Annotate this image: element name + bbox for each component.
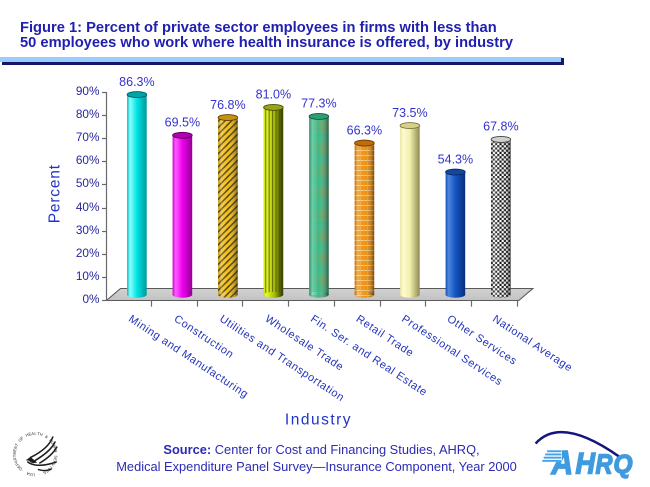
svg-text:P: P bbox=[14, 462, 20, 467]
svg-text:L: L bbox=[34, 431, 37, 436]
svg-text:80%: 80% bbox=[76, 107, 100, 121]
svg-text:E: E bbox=[16, 464, 22, 469]
svg-text:R: R bbox=[12, 457, 18, 461]
svg-text:E: E bbox=[44, 469, 49, 475]
svg-text:0%: 0% bbox=[82, 292, 100, 306]
svg-text:D: D bbox=[18, 466, 24, 472]
svg-text:66.3%: 66.3% bbox=[347, 123, 382, 137]
svg-text:·: · bbox=[21, 468, 25, 473]
svg-text:O: O bbox=[17, 437, 23, 443]
svg-text:T: T bbox=[12, 454, 17, 457]
svg-text:A: A bbox=[13, 459, 19, 464]
svg-text:40%: 40% bbox=[76, 200, 100, 214]
svg-text:86.3%: 86.3% bbox=[119, 75, 154, 89]
svg-text:Percent: Percent bbox=[47, 164, 64, 223]
svg-text:77.3%: 77.3% bbox=[301, 97, 336, 111]
svg-text:T: T bbox=[37, 431, 41, 436]
svg-text:V: V bbox=[50, 463, 56, 468]
svg-text:H: H bbox=[39, 431, 43, 437]
svg-text:S: S bbox=[53, 455, 58, 459]
svg-text:·: · bbox=[38, 472, 40, 477]
svg-text:I: I bbox=[49, 465, 54, 469]
svg-text:E: E bbox=[28, 431, 32, 437]
svg-text:&: & bbox=[44, 434, 49, 440]
svg-text:E: E bbox=[53, 458, 59, 462]
svg-text:Q: Q bbox=[614, 449, 633, 479]
svg-text:60%: 60% bbox=[76, 153, 100, 167]
svg-text:S: S bbox=[42, 470, 47, 476]
svg-text:M: M bbox=[12, 451, 17, 455]
svg-text:National Average: National Average bbox=[490, 313, 574, 374]
svg-text:U: U bbox=[50, 440, 56, 445]
svg-text:10%: 10% bbox=[76, 269, 100, 283]
svg-text:Industry: Industry bbox=[285, 412, 352, 429]
svg-text:54.3%: 54.3% bbox=[438, 152, 473, 166]
svg-text:73.5%: 73.5% bbox=[392, 106, 427, 120]
svg-text:N: N bbox=[53, 449, 58, 453]
svg-text:76.8%: 76.8% bbox=[210, 98, 245, 112]
svg-text:Wholesale Trade: Wholesale Trade bbox=[263, 313, 346, 374]
svg-text:H: H bbox=[576, 448, 596, 481]
svg-text:M: M bbox=[51, 443, 57, 448]
svg-text:A: A bbox=[551, 444, 573, 481]
svg-text:A: A bbox=[25, 471, 30, 477]
svg-text:30%: 30% bbox=[76, 223, 100, 237]
svg-text:70%: 70% bbox=[76, 130, 100, 144]
svg-text:20%: 20% bbox=[76, 246, 100, 260]
svg-text:H: H bbox=[25, 432, 30, 438]
svg-text:N: N bbox=[13, 445, 19, 449]
svg-text:S: S bbox=[28, 472, 32, 478]
svg-text:A: A bbox=[31, 431, 35, 436]
svg-text:E: E bbox=[12, 448, 17, 452]
svg-text:T: T bbox=[14, 442, 20, 447]
svg-text:50%: 50% bbox=[76, 176, 100, 190]
svg-text:90%: 90% bbox=[76, 84, 100, 98]
svg-text:69.5%: 69.5% bbox=[165, 116, 200, 130]
svg-text:67.8%: 67.8% bbox=[483, 120, 518, 134]
svg-text:81.0%: 81.0% bbox=[256, 88, 291, 102]
svg-text:F: F bbox=[20, 435, 25, 441]
svg-text:R: R bbox=[596, 448, 613, 479]
svg-text:U: U bbox=[32, 472, 35, 477]
